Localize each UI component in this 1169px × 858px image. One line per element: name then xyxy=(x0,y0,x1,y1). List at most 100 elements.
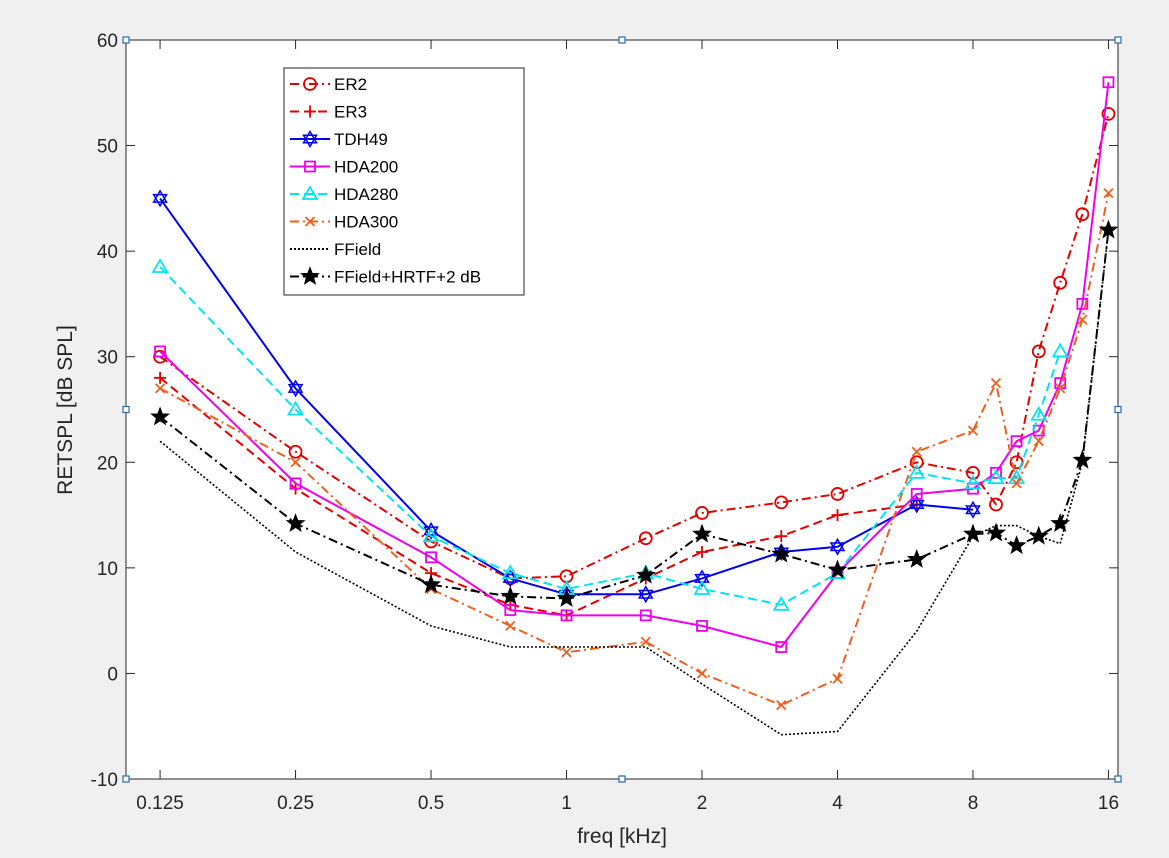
legend-label: HDA300 xyxy=(334,213,398,232)
data-point xyxy=(1076,298,1089,310)
selection-handle[interactable] xyxy=(1114,36,1122,44)
legend-label: FField+HRTF+2 dB xyxy=(334,268,481,287)
selection-handle[interactable] xyxy=(1114,405,1122,414)
data-point xyxy=(151,258,169,273)
x-tick-label: 16 xyxy=(1098,793,1119,814)
data-point xyxy=(1030,405,1048,421)
x-tick-label: 2 xyxy=(697,793,708,814)
data-point xyxy=(986,522,1006,542)
data-point xyxy=(908,464,926,479)
data-point xyxy=(1077,314,1088,325)
selection-handle[interactable] xyxy=(122,775,130,783)
data-point xyxy=(1055,383,1066,394)
selection-handle[interactable] xyxy=(122,405,130,414)
data-point xyxy=(154,383,166,394)
data-point xyxy=(696,546,709,559)
data-point xyxy=(637,585,654,604)
data-point xyxy=(502,569,519,588)
legend-label: ER2 xyxy=(334,75,367,94)
data-point xyxy=(154,371,167,384)
data-point xyxy=(772,596,790,611)
x-tick-label: 0.125 xyxy=(136,793,184,814)
y-tick-label: 50 xyxy=(97,137,118,158)
legend-label: HDA280 xyxy=(334,185,398,204)
legend-marker xyxy=(302,129,318,149)
selection-handle[interactable] xyxy=(1114,775,1122,783)
data-point xyxy=(829,537,846,556)
data-point xyxy=(908,495,925,514)
data-point xyxy=(967,425,979,436)
data-point xyxy=(692,523,712,543)
data-point xyxy=(425,551,437,564)
series-line xyxy=(159,377,917,617)
legend-entry: HDA280 xyxy=(290,185,398,204)
selection-handle[interactable] xyxy=(618,36,626,44)
data-point xyxy=(827,559,848,579)
legend-entry: FField xyxy=(290,240,381,259)
x-tick-label: 0.25 xyxy=(277,793,314,814)
data-point xyxy=(287,379,304,398)
y-tick-label: -10 xyxy=(91,770,118,791)
data-point xyxy=(1050,513,1071,532)
data-point xyxy=(421,574,441,594)
data-point xyxy=(965,500,981,519)
y-tick-label: 60 xyxy=(97,31,118,52)
data-point xyxy=(1102,76,1115,89)
legend-entry: ER2 xyxy=(290,75,367,94)
data-point xyxy=(423,521,439,540)
data-point xyxy=(1051,342,1069,358)
data-point xyxy=(774,495,789,510)
data-point xyxy=(154,345,166,358)
data-point xyxy=(1006,535,1027,555)
legend: ER2 ER3 TDH49 HDA200 HDA280 HDA300 FField FFiel… xyxy=(283,67,525,296)
data-point xyxy=(289,477,302,490)
data-point xyxy=(422,527,440,543)
selection-handles[interactable] xyxy=(122,36,1122,783)
data-point xyxy=(910,488,923,500)
data-point xyxy=(288,444,303,459)
legend-label: ER3 xyxy=(334,103,367,122)
y-tick-label: 0 xyxy=(107,664,118,685)
data-point xyxy=(771,543,792,563)
legend-marker xyxy=(303,77,317,91)
data-point xyxy=(1072,449,1093,469)
x-tick-label: 0.5 xyxy=(418,793,444,814)
data-point xyxy=(1031,344,1046,359)
data-point xyxy=(638,531,653,546)
series-line xyxy=(159,197,974,596)
y-axis-label: RETSPL [dB SPL] xyxy=(54,325,77,495)
data-point xyxy=(500,585,521,605)
data-point xyxy=(963,523,983,543)
data-point xyxy=(561,647,572,658)
data-point xyxy=(696,620,708,632)
data-point xyxy=(776,699,787,711)
x-axis-label: freq [kHz] xyxy=(577,825,667,848)
legend-entry: HDA200 xyxy=(290,158,398,177)
data-point xyxy=(1033,436,1044,447)
legend-entry: TDH49 xyxy=(290,129,388,149)
selection-handle[interactable] xyxy=(618,775,626,783)
data-point xyxy=(152,189,168,208)
series-ffield xyxy=(159,229,1110,736)
data-point xyxy=(1011,478,1022,489)
data-point xyxy=(504,604,517,616)
series-line xyxy=(159,113,1110,580)
data-point xyxy=(1101,107,1116,121)
data-point xyxy=(911,446,922,457)
tick-layer: 0.125 0.25 0.5 1 2 4 8 16 -10 0 10 20 30 40 50 60 xyxy=(91,31,1120,814)
data-point xyxy=(990,377,1002,389)
x-tick-label: 4 xyxy=(832,793,843,814)
data-point xyxy=(635,564,656,584)
selection-handle[interactable] xyxy=(122,36,130,44)
legend-entry: HDA300 xyxy=(290,213,398,232)
data-point xyxy=(832,673,843,684)
x-tick-label: 8 xyxy=(968,793,979,814)
data-point xyxy=(775,641,788,653)
data-point xyxy=(639,609,652,622)
series-line xyxy=(159,229,1110,736)
y-tick-label: 20 xyxy=(97,453,118,474)
data-point xyxy=(696,668,708,679)
series-layer xyxy=(150,76,1119,736)
y-tick-label: 40 xyxy=(97,242,118,263)
